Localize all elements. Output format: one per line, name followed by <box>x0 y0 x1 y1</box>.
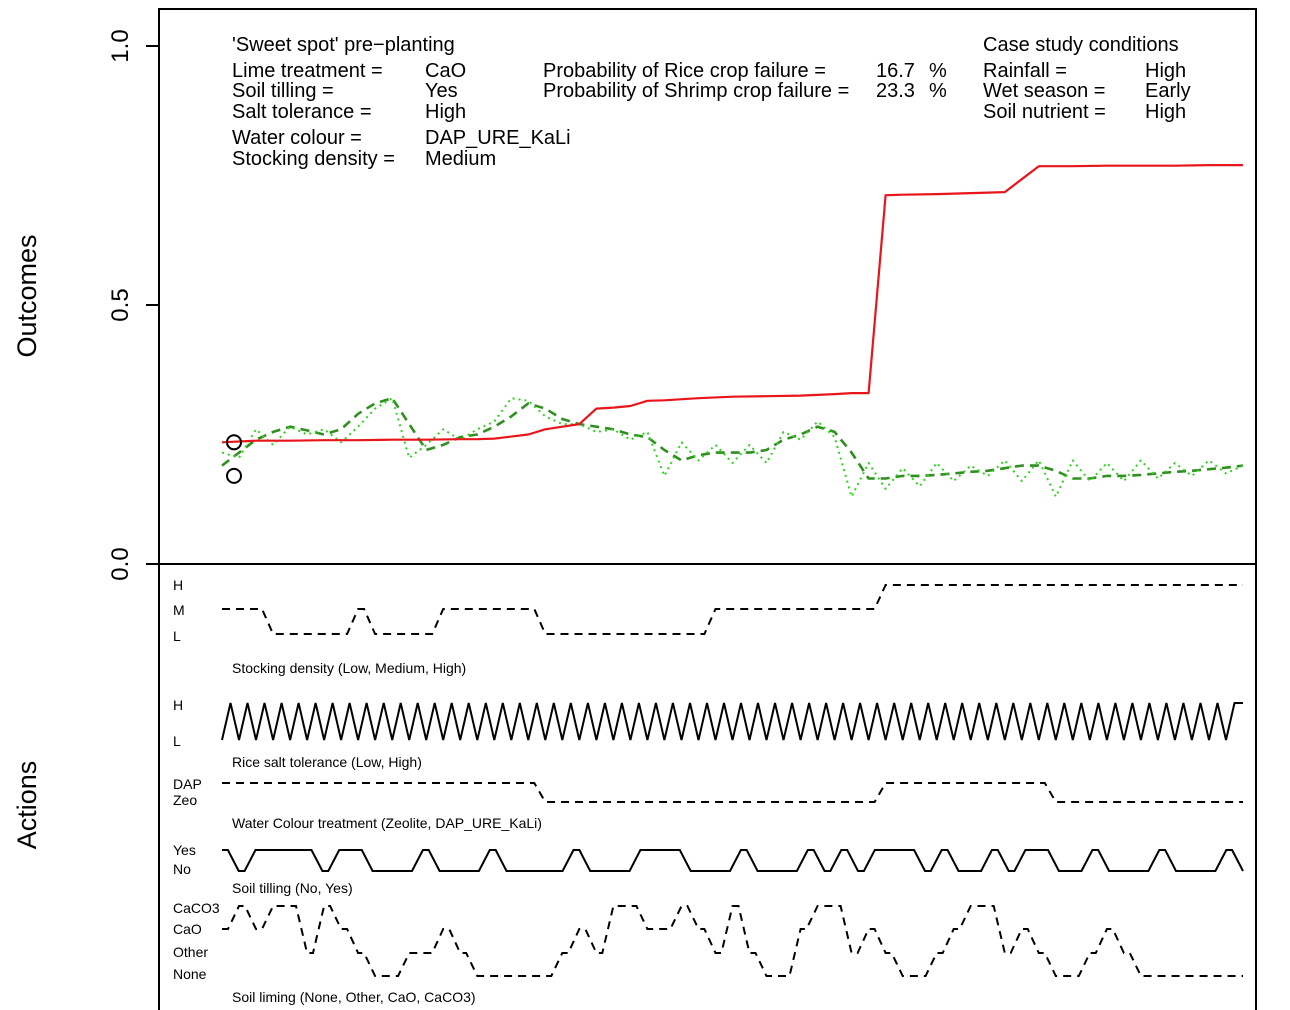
setting-label: Stocking density = <box>232 148 395 170</box>
start-point-marker <box>226 467 242 484</box>
setting-value: Medium <box>425 148 496 170</box>
action-level-label: CaCO3 <box>173 900 220 916</box>
outcome-series <box>221 164 1244 498</box>
action-title: Rice salt tolerance (Low, High) <box>232 754 422 770</box>
action-trace-tilling <box>222 849 1244 872</box>
action-level-label: No <box>173 861 191 877</box>
action-title: Soil liming (None, Other, CaO, CaCO3) <box>232 989 476 1005</box>
action-title: Water Colour treatment (Zeolite, DAP_URE… <box>232 815 542 831</box>
setting-label: Salt tolerance = <box>232 101 372 123</box>
action-level-label: None <box>173 966 207 982</box>
y-axis-title-actions: Actions <box>12 761 42 850</box>
sweet-spot-annotation: 'Sweet spot' pre−planting Lime treatment… <box>232 34 571 170</box>
action-salt: H L Rice salt tolerance (Low, High) <box>173 697 1243 770</box>
condition-value: Early <box>1145 80 1191 102</box>
probability-value: 16.7 <box>876 60 915 82</box>
action-level-label: M <box>173 602 185 618</box>
y-tick-label: 0.0 <box>107 547 134 580</box>
probability-annotation: Probability of Rice crop failure = 16.7 … <box>543 60 947 102</box>
conditions-title: Case study conditions <box>983 34 1179 56</box>
action-level-label: L <box>173 628 181 644</box>
action-water: DAP Zeo Water Colour treatment (Zeolite,… <box>173 776 1243 831</box>
action-tilling: Yes No Soil tilling (No, Yes) <box>173 842 1244 896</box>
action-trace-stocking <box>222 584 1243 635</box>
setting-value: DAP_URE_KaLi <box>425 127 571 149</box>
conditions-annotation: Case study conditions Rainfall = High We… <box>983 34 1191 123</box>
y-axis-title-outcomes: Outcomes <box>12 234 42 357</box>
condition-label: Wet season = <box>983 80 1105 102</box>
action-trace-liming <box>222 905 1243 977</box>
condition-value: High <box>1145 60 1186 82</box>
action-title: Soil tilling (No, Yes) <box>232 880 353 896</box>
start-points <box>226 434 242 484</box>
setting-label: Lime treatment = <box>232 60 383 82</box>
start-point-marker <box>226 434 242 451</box>
action-level-label: H <box>173 697 183 713</box>
setting-value: CaO <box>425 60 466 82</box>
setting-label: Soil tilling = <box>232 80 334 102</box>
action-level-label: Zeo <box>173 792 197 808</box>
action-level-label: Other <box>173 944 208 960</box>
series-line-dotted <box>221 397 1244 498</box>
setting-label: Water colour = <box>232 127 362 149</box>
action-title: Stocking density (Low, Medium, High) <box>232 660 466 676</box>
series-line-dashed <box>221 396 1244 480</box>
probability-unit: % <box>929 60 947 82</box>
probability-unit: % <box>929 80 947 102</box>
action-stocking: H M L Stocking density (Low, Medium, Hig… <box>173 577 1243 676</box>
condition-value: High <box>1145 101 1186 123</box>
action-trace-salt <box>221 702 1243 741</box>
setting-value: High <box>425 101 466 123</box>
plot-frame <box>158 8 1257 1010</box>
probability-value: 23.3 <box>876 80 915 102</box>
y-axis: 0.0 0.5 1.0 <box>107 29 159 581</box>
action-level-label: L <box>173 733 181 749</box>
y-tick-label: 0.5 <box>107 288 134 321</box>
action-level-label: H <box>173 577 183 593</box>
action-trace-water <box>222 782 1243 803</box>
setting-value: Yes <box>425 80 458 102</box>
action-level-label: CaO <box>173 921 202 937</box>
action-level-label: DAP <box>173 776 202 792</box>
condition-label: Soil nutrient = <box>983 101 1106 123</box>
condition-label: Rainfall = <box>983 60 1067 82</box>
action-liming: CaCO3 CaO Other None Soil liming (None, … <box>173 900 1243 1005</box>
action-level-label: Yes <box>173 842 196 858</box>
probability-label: Probability of Rice crop failure = <box>543 60 826 82</box>
probability-label: Probability of Shrimp crop failure = <box>543 80 849 102</box>
y-tick-label: 1.0 <box>107 29 134 62</box>
sweet-spot-title: 'Sweet spot' pre−planting <box>232 34 455 56</box>
series-line-red <box>221 164 1243 444</box>
